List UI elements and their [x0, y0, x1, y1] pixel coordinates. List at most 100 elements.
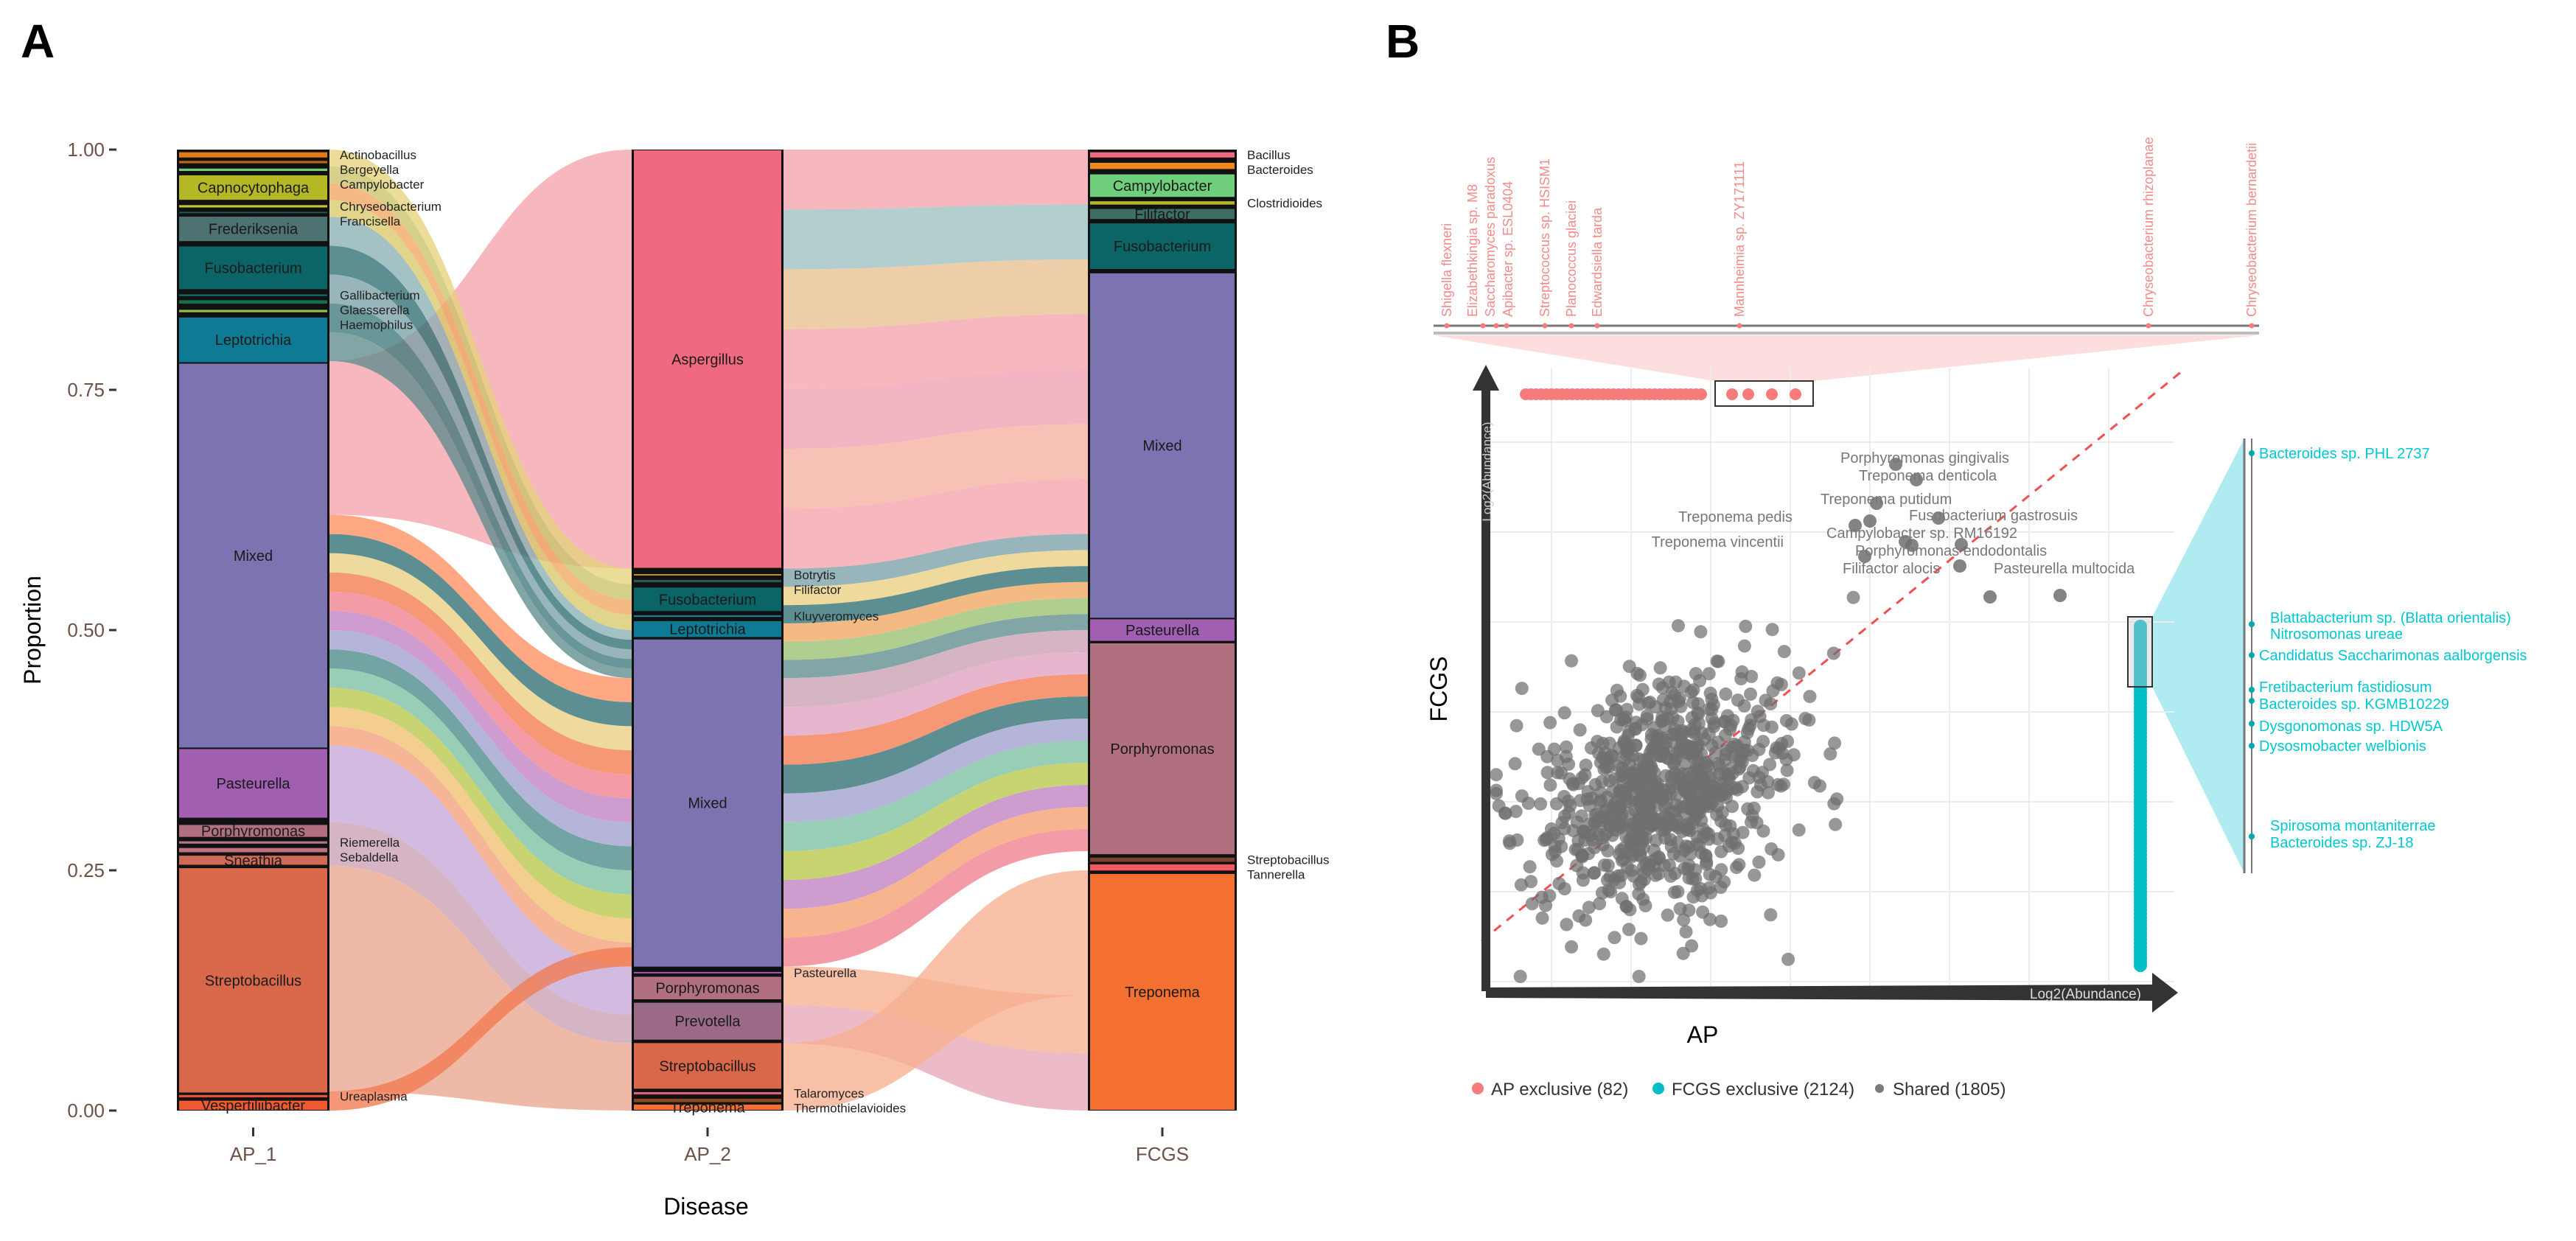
ap-exclusive-label: Mannheimia sp. ZY171111 — [1732, 161, 1747, 317]
stratum-mixed — [634, 639, 781, 967]
shared-point — [1702, 770, 1716, 784]
stratum-bergeyella — [179, 161, 327, 164]
stratum-outside-label: Gallibacterium — [340, 289, 420, 303]
shared-point — [1766, 684, 1780, 698]
shared-label: Porphyromonas endodontalis — [1855, 543, 2047, 559]
shared-point — [1563, 799, 1577, 813]
stratum-outside-label: Ureaplasma — [340, 1089, 408, 1103]
shared-point — [1611, 869, 1625, 883]
shared-point — [1601, 844, 1615, 858]
y-tick-label: 1.00 — [67, 139, 105, 161]
shared-point — [1547, 826, 1561, 840]
shared-point — [1678, 861, 1692, 875]
shared-point — [1685, 939, 1699, 953]
y-axis-title-fcgs: FCGS — [1425, 657, 1452, 722]
stratum-prevotella — [634, 1002, 781, 1040]
shared-point — [1780, 763, 1794, 777]
shared-point — [1576, 873, 1590, 887]
stratum-label: Streptobacillus — [659, 1058, 755, 1074]
shared-point — [1637, 791, 1651, 805]
flow-ribbon — [783, 314, 1088, 389]
shared-point — [1752, 855, 1766, 869]
shared-point — [1679, 925, 1693, 939]
stratum-actinobacillus — [179, 152, 327, 158]
panel-a-letter: A — [21, 15, 55, 68]
shared-point — [1594, 794, 1608, 808]
ap-exclusive-labels: Shigella flexneri Elizabethkingia sp. M8 S… — [1439, 137, 2259, 329]
ap-exclusive-label: Apibacter sp. ESL0404 — [1501, 181, 1515, 317]
ap-zoom-box — [1714, 380, 1814, 407]
shared-point — [1613, 847, 1627, 861]
stratum-gallibacterium — [179, 294, 327, 296]
ap-exclusive-points — [1520, 388, 1801, 400]
shared-point — [1889, 458, 1902, 471]
shared-point — [1503, 836, 1517, 850]
legend-label: Shared (1805) — [1893, 1080, 2006, 1100]
ap-exclusive-point — [1695, 388, 1707, 400]
shared-point — [1655, 713, 1669, 727]
ap-exclusive-label: Edwardsiella tarda — [1590, 207, 1605, 317]
shared-point — [1605, 693, 1619, 707]
stratum-glaesserella — [179, 300, 327, 304]
shared-point — [1588, 866, 1602, 880]
shared-point — [1610, 683, 1624, 697]
stratum-fusobacterium — [634, 587, 781, 612]
ap-exclusive-point — [1790, 388, 1801, 400]
shared-point — [1622, 728, 1636, 742]
stratum-outside-label: Thermothielavioides — [794, 1102, 906, 1116]
fcgs-label-dot — [2249, 652, 2255, 658]
shared-point — [1571, 842, 1585, 856]
shared-point — [1665, 686, 1679, 699]
shared-label: Treponema vincentii — [1652, 534, 1784, 550]
flow-ribbon — [329, 668, 632, 895]
shared-point — [1932, 511, 1945, 525]
ap-label-dot — [1568, 323, 1574, 329]
shared-point — [1632, 970, 1646, 983]
shared-point — [1696, 905, 1710, 919]
y-tick-label: 0.00 — [67, 1100, 105, 1122]
shared-point — [1779, 752, 1793, 766]
shared-point — [1613, 817, 1627, 831]
shared-point — [1849, 519, 1862, 532]
ap-exclusive-label: Chryseobacterium bernardetii — [2244, 143, 2259, 317]
stratum-vespertiliibacter — [179, 1100, 327, 1110]
stratum-tannerella — [1090, 864, 1235, 871]
shared-point — [1641, 696, 1655, 710]
shared-point — [1560, 740, 1573, 754]
stratum-label: Prevotella — [675, 1014, 741, 1030]
ap-exclusive-point — [1726, 388, 1738, 400]
flow-ribbon — [329, 822, 632, 1044]
shared-point — [1667, 756, 1681, 769]
stratum-clostridioides — [1090, 201, 1235, 205]
shared-point — [1765, 623, 1779, 637]
flow-ribbon — [783, 828, 1088, 967]
shared-point — [1652, 677, 1666, 691]
legend-swatch — [1652, 1083, 1664, 1094]
shared-point — [1640, 759, 1654, 773]
stratum-label: Vespertiliibacter — [201, 1098, 306, 1114]
legend-label: FCGS exclusive (2124) — [1672, 1080, 1854, 1100]
alluvial-strata: ActinobacillusBergeyellaCampylobacterCap… — [177, 148, 1330, 1116]
ap-label-dot — [1444, 323, 1450, 329]
shared-label: Treponema denticola — [1859, 468, 1997, 484]
stratum-outside-label: Haemophilus — [340, 318, 413, 332]
shared-point — [1636, 892, 1650, 906]
ap-exclusive-label: Chryseobacterium rhizoplanae — [2141, 137, 2156, 317]
shared-point — [1532, 742, 1546, 756]
stratum-label: Aspergillus — [671, 352, 744, 368]
shared-point — [1672, 768, 1686, 782]
shared-point — [1737, 735, 1751, 749]
flow-ribbon — [329, 534, 632, 727]
shared-point — [1764, 908, 1778, 922]
fcgs-exclusive-label: Dysosmobacter welbionis — [2259, 738, 2426, 755]
shared-point — [1535, 911, 1549, 925]
shared-point — [1846, 590, 1860, 604]
shared-point — [1807, 776, 1821, 789]
stratum-frederiksenia — [179, 216, 327, 242]
shared-point — [1560, 917, 1574, 931]
fcgs-label-dot — [2249, 743, 2255, 749]
shared-point — [1828, 736, 1842, 750]
shared-point — [1498, 806, 1512, 820]
flow-ribbon — [783, 150, 1088, 210]
stratum-streptobacillus — [634, 1043, 781, 1089]
